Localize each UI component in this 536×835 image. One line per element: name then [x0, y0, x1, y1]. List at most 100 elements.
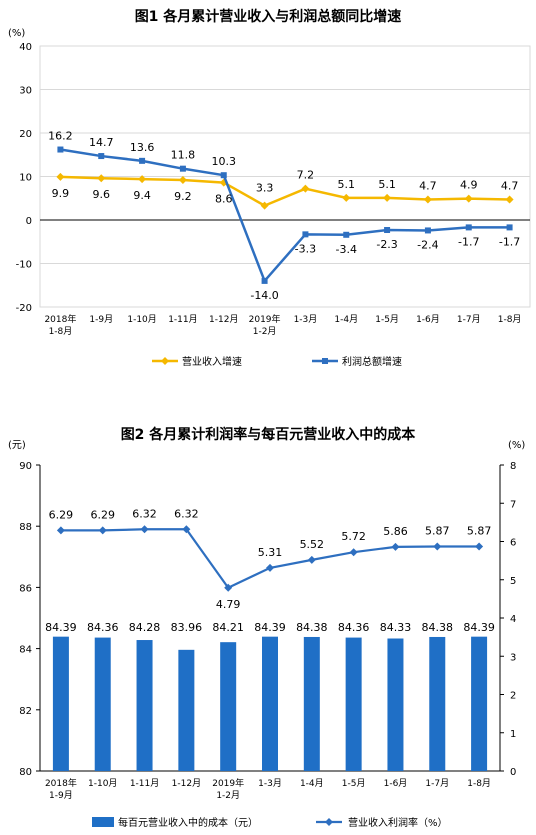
- x-tick-label: 1-9月: [49, 790, 73, 801]
- data-label-bar: 84.28: [129, 621, 161, 634]
- data-label-profit: -2.3: [376, 238, 397, 251]
- data-point-revenue: [97, 174, 106, 183]
- bar: [387, 638, 404, 771]
- right-tick-label: 2: [510, 691, 516, 702]
- bar: [136, 640, 153, 771]
- bar: [345, 637, 362, 771]
- data-label-profit: 16.2: [48, 130, 73, 143]
- data-point-revenue: [464, 194, 473, 203]
- left-unit-label: (元): [8, 440, 26, 451]
- x-tick-label: 1-8月: [467, 778, 491, 789]
- x-tick-label: 1-5月: [375, 314, 399, 325]
- data-label-revenue: 4.7: [419, 180, 437, 193]
- y-tick-label: 30: [19, 86, 32, 97]
- data-label-revenue: 9.4: [133, 189, 151, 202]
- data-point-profit: [57, 146, 64, 153]
- chart2-title: 图2 各月累计利润率与每百元营业收入中的成本: [120, 427, 416, 443]
- right-tick-label: 7: [510, 499, 516, 510]
- x-tick-label: 1-11月: [168, 314, 197, 325]
- data-point-rate: [56, 526, 65, 535]
- data-point-revenue: [423, 195, 432, 204]
- x-tick-label: 1-5月: [342, 778, 366, 789]
- x-tick-label: 1-3月: [294, 314, 318, 325]
- data-label-bar: 84.36: [338, 621, 370, 634]
- data-point-rate: [391, 542, 400, 551]
- x-tick-label: 1-8月: [498, 314, 522, 325]
- x-tick-label: 1-6月: [416, 314, 440, 325]
- left-tick-label: 86: [19, 583, 32, 594]
- y-tick-label: 0: [26, 216, 32, 227]
- right-tick-label: 0: [510, 767, 516, 778]
- data-label-rate: 5.87: [467, 524, 492, 537]
- data-label-revenue: 7.2: [297, 169, 315, 182]
- data-label-rate: 5.72: [341, 530, 366, 543]
- chart1-title: 图1 各月累计营业收入与利润总额同比增速: [134, 9, 402, 25]
- x-tick-label: 1-7月: [425, 778, 449, 789]
- data-label-profit: 10.3: [212, 155, 237, 168]
- bar: [178, 649, 195, 771]
- data-label-rate: 6.32: [132, 507, 157, 520]
- bar: [52, 636, 69, 771]
- data-point-profit: [343, 231, 350, 238]
- data-point-profit: [465, 224, 472, 231]
- legend-marker-profit: [322, 358, 328, 364]
- data-point-rate: [475, 542, 484, 551]
- data-point-revenue: [301, 184, 310, 193]
- x-tick-label: 1-7月: [457, 314, 481, 325]
- data-point-profit: [139, 157, 146, 164]
- legend-label-revenue: 营业收入增速: [182, 355, 242, 368]
- data-label-profit: 13.6: [130, 141, 155, 154]
- bar: [94, 637, 111, 771]
- data-label-profit: -1.7: [458, 235, 479, 248]
- data-point-profit: [179, 165, 186, 172]
- data-point-rate: [266, 563, 274, 572]
- data-point-profit: [384, 227, 391, 234]
- data-label-rate: 6.32: [174, 507, 199, 520]
- data-label-rate: 6.29: [49, 508, 74, 521]
- data-label-rate: 6.29: [90, 508, 115, 521]
- legend-swatch-bar: [92, 817, 114, 827]
- data-label-profit: 11.8: [171, 149, 196, 162]
- left-tick-label: 80: [19, 767, 32, 778]
- data-label-revenue: 9.2: [174, 190, 192, 203]
- data-point-revenue: [56, 172, 65, 181]
- data-label-profit: -1.7: [499, 235, 520, 248]
- data-point-revenue: [383, 193, 392, 202]
- data-point-rate: [182, 525, 191, 534]
- y-tick-label: 20: [19, 129, 32, 140]
- x-tick-label: 1-2月: [216, 790, 240, 801]
- bar: [220, 642, 237, 771]
- left-tick-label: 88: [19, 522, 32, 533]
- data-label-rate: 5.86: [383, 525, 408, 538]
- data-label-revenue: 8.6: [215, 193, 233, 206]
- x-tick-label: 1-2月: [253, 326, 277, 337]
- data-label-revenue: 9.6: [93, 188, 111, 201]
- x-tick-label: 1-4月: [334, 314, 358, 325]
- data-label-rate: 4.79: [216, 598, 241, 611]
- data-label-bar: 84.36: [87, 621, 119, 634]
- data-label-rate: 5.52: [300, 538, 325, 551]
- data-point-profit: [220, 172, 227, 179]
- data-label-revenue: 9.9: [52, 187, 70, 200]
- data-label-bar: 84.39: [45, 621, 77, 634]
- data-point-revenue: [260, 201, 269, 210]
- data-label-bar: 84.39: [463, 621, 495, 634]
- right-unit-label: (%): [508, 440, 525, 451]
- data-label-rate: 5.87: [425, 524, 450, 537]
- y-unit-label: (%): [8, 28, 25, 39]
- series-line-revenue: [60, 175, 510, 208]
- data-label-bar: 84.38: [296, 621, 328, 634]
- data-label-profit: -14.0: [250, 289, 278, 302]
- data-label-bar: 84.33: [380, 621, 412, 634]
- right-tick-label: 3: [510, 652, 516, 663]
- right-tick-label: 1: [510, 729, 516, 740]
- data-label-revenue: 5.1: [378, 178, 396, 191]
- bar: [429, 636, 446, 771]
- data-label-profit: -3.3: [295, 242, 316, 255]
- bar: [262, 636, 278, 771]
- data-point-profit: [98, 153, 105, 160]
- right-tick-label: 5: [510, 576, 516, 587]
- data-point-revenue: [178, 175, 187, 184]
- data-point-rate: [307, 555, 316, 564]
- right-tick-label: 6: [510, 538, 516, 549]
